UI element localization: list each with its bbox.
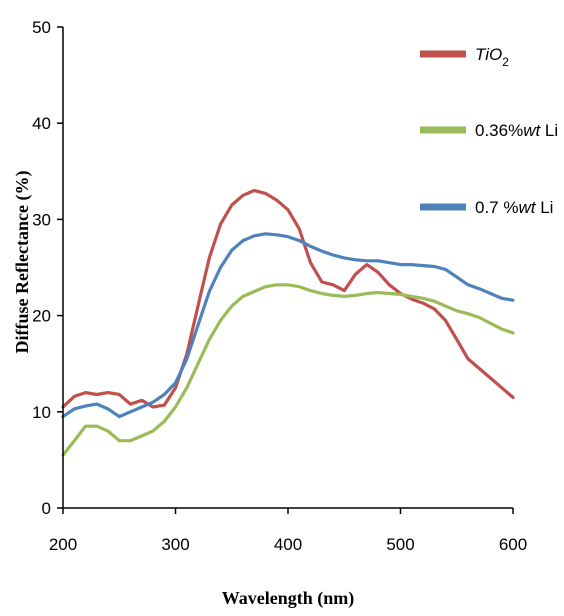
y-tick-label: 30 [32, 210, 51, 229]
series-line-2 [63, 285, 513, 455]
series-line-3 [63, 234, 513, 417]
x-axis-title: Wavelength (nm) [222, 588, 355, 609]
y-tick-label: 20 [32, 307, 51, 326]
y-axis-title: Diffuse Reflectance (%) [12, 171, 33, 354]
legend: TiO2 0.36%wt Li 0.7 %wt Li [420, 45, 558, 217]
legend-label: 0.36%wt Li [475, 121, 558, 140]
x-tick-label: 600 [499, 535, 527, 554]
y-tick-label: 10 [32, 403, 51, 422]
legend-label: 0.7 %wt Li [475, 198, 553, 217]
plot-area: 0 10 20 30 40 50 200 300 400 500 600 [32, 18, 527, 554]
y-tick-label: 50 [32, 18, 51, 37]
series-lines [63, 191, 513, 456]
x-tick-label: 200 [49, 535, 77, 554]
x-tick-label: 500 [386, 535, 414, 554]
series-line-1 [63, 191, 513, 408]
legend-label: TiO2 [475, 45, 509, 69]
legend-item-3: 0.7 %wt Li [420, 198, 553, 217]
x-tick-label: 400 [274, 535, 302, 554]
legend-item-2: 0.36%wt Li [420, 121, 558, 140]
legend-item-1: TiO2 [420, 45, 509, 69]
y-tick-label: 0 [42, 499, 51, 518]
y-tick-label: 40 [32, 114, 51, 133]
x-tick-label: 300 [161, 535, 189, 554]
